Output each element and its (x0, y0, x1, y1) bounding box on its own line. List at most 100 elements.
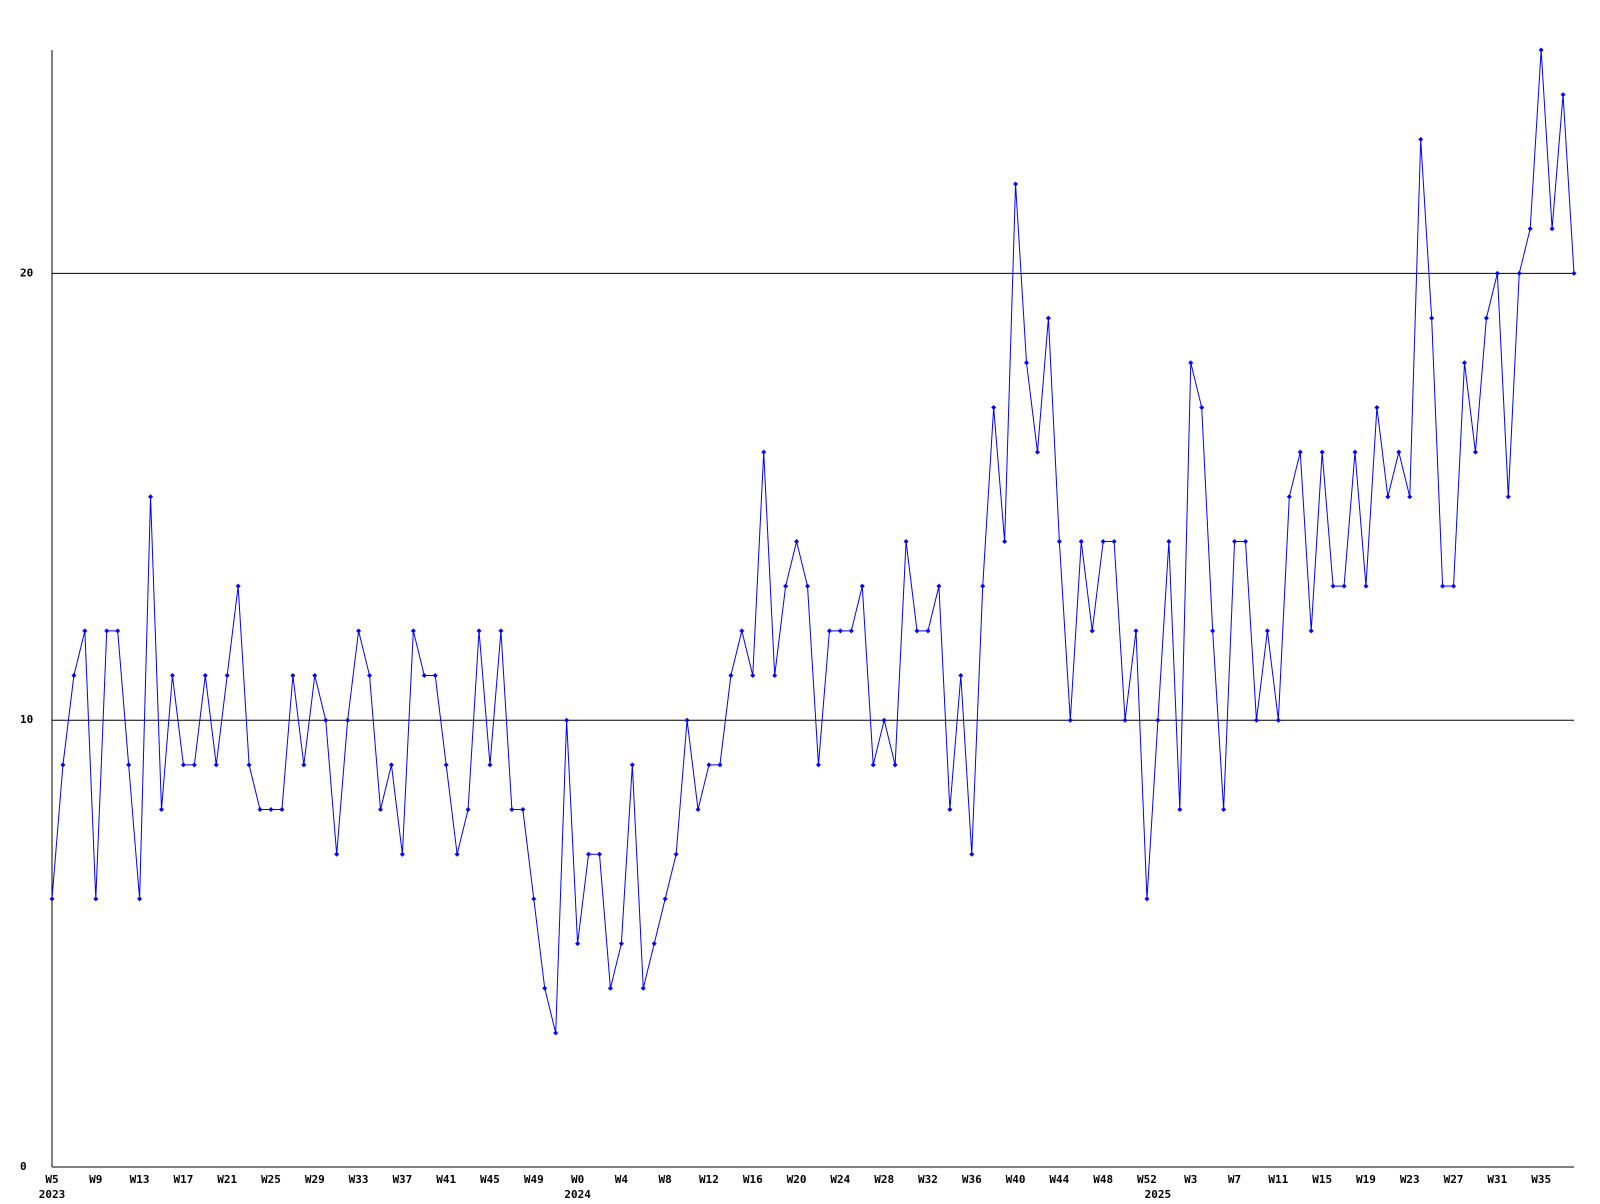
data-point (1341, 583, 1347, 589)
data-point (1243, 538, 1249, 544)
data-point (1451, 583, 1457, 589)
data-point (892, 762, 898, 768)
data-point (93, 896, 99, 902)
x-tick-label: W11 (1268, 1173, 1288, 1186)
data-point (1024, 360, 1030, 366)
y-tick-label: 0 (20, 1160, 27, 1173)
data-point (520, 807, 526, 813)
y-tick-label: 10 (20, 713, 33, 726)
data-point (377, 807, 383, 813)
data-point (421, 673, 427, 679)
data-point (356, 628, 362, 634)
x-tick-label: W52 (1137, 1173, 1157, 1186)
data-point (1144, 896, 1150, 902)
data-point (870, 762, 876, 768)
data-point (607, 985, 613, 991)
x-tick-label: W32 (918, 1173, 938, 1186)
data-point (1407, 494, 1413, 500)
data-point (235, 583, 241, 589)
data-point (673, 851, 679, 857)
data-point (323, 717, 329, 723)
data-point (1045, 315, 1051, 321)
data-point (1308, 628, 1314, 634)
data-point (49, 896, 55, 902)
data-point (1374, 404, 1380, 410)
x-tick-label: W13 (130, 1173, 150, 1186)
data-point (82, 628, 88, 634)
data-point (1549, 226, 1555, 232)
data-point (1462, 360, 1468, 366)
data-point (1210, 628, 1216, 634)
data-point (815, 762, 821, 768)
data-point (1221, 807, 1227, 813)
y-tick-label: 20 (20, 266, 33, 279)
data-point (1286, 494, 1292, 500)
data-point (1264, 628, 1270, 634)
data-point (980, 583, 986, 589)
data-point (388, 762, 394, 768)
data-point (454, 851, 460, 857)
data-point (1418, 136, 1424, 142)
x-tick-label: W3 (1184, 1173, 1197, 1186)
data-point (1429, 315, 1435, 321)
data-point (224, 673, 230, 679)
data-point (596, 851, 602, 857)
data-point (1013, 181, 1019, 187)
data-point (914, 628, 920, 634)
x-tick-label: W4 (615, 1173, 629, 1186)
data-point (334, 851, 340, 857)
data-point (1571, 270, 1577, 276)
data-point (246, 762, 252, 768)
data-point (279, 807, 285, 813)
data-point (761, 449, 767, 455)
data-point (1483, 315, 1489, 321)
data-point (443, 762, 449, 768)
data-point (1067, 717, 1073, 723)
x-tick-label: W23 (1400, 1173, 1420, 1186)
data-point (1056, 538, 1062, 544)
data-point (958, 673, 964, 679)
data-point (115, 628, 121, 634)
data-point (1188, 360, 1194, 366)
data-point (564, 717, 570, 723)
data-point (947, 807, 953, 813)
data-point (728, 673, 734, 679)
data-point (410, 628, 416, 634)
x-tick-label: W5 (45, 1173, 58, 1186)
data-point (180, 762, 186, 768)
data-point (695, 807, 701, 813)
data-point (881, 717, 887, 723)
data-point (575, 941, 581, 947)
data-point (202, 673, 208, 679)
data-point (312, 673, 318, 679)
data-point (640, 985, 646, 991)
data-point (509, 807, 515, 813)
x-tick-label: W45 (480, 1173, 500, 1186)
data-point (531, 896, 537, 902)
data-point (399, 851, 405, 857)
data-point (684, 717, 690, 723)
data-point (662, 896, 668, 902)
data-point (1133, 628, 1139, 634)
x-tick-label: W21 (217, 1173, 237, 1186)
x-tick-label: W48 (1093, 1173, 1113, 1186)
data-point (717, 762, 723, 768)
data-point (586, 851, 592, 857)
data-point (1505, 494, 1511, 500)
x-tick-label: W35 (1531, 1173, 1551, 1186)
data-point (498, 628, 504, 634)
data-point (487, 762, 493, 768)
data-point (213, 762, 219, 768)
x-tick-label: W37 (392, 1173, 412, 1186)
x-year-label: 2024 (564, 1188, 591, 1200)
data-point (969, 851, 975, 857)
data-point (629, 762, 635, 768)
data-point (783, 583, 789, 589)
data-point (991, 404, 997, 410)
x-tick-label: W7 (1228, 1173, 1241, 1186)
x-tick-label: W33 (349, 1173, 369, 1186)
data-point (71, 673, 77, 679)
x-tick-label: W29 (305, 1173, 325, 1186)
